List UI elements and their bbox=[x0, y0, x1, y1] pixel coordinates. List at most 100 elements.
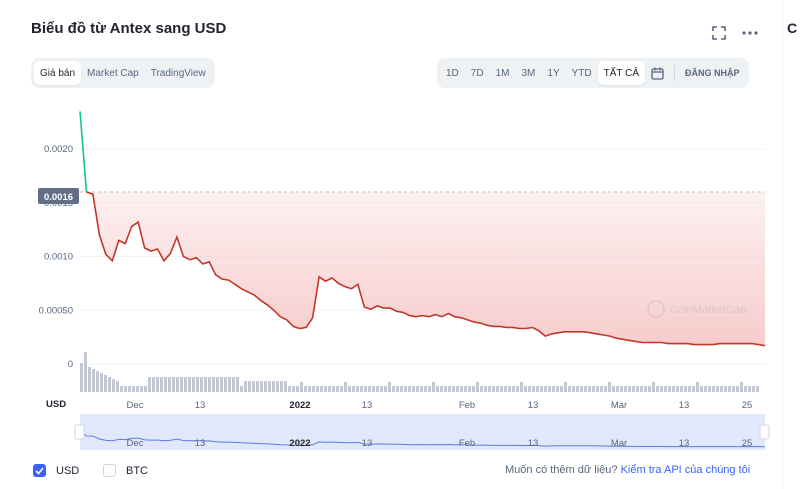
volume-bar bbox=[116, 381, 119, 392]
volume-bar bbox=[340, 386, 343, 392]
volume-bar bbox=[380, 386, 383, 392]
volume-bar bbox=[596, 386, 599, 392]
navigator-tick-label: 13 bbox=[679, 438, 690, 449]
volume-bar bbox=[216, 377, 219, 392]
volume-bar bbox=[628, 386, 631, 392]
volume-bar bbox=[696, 382, 699, 392]
volume-bar bbox=[104, 375, 107, 392]
x-tick-label: 13 bbox=[679, 400, 690, 411]
volume-bar bbox=[244, 381, 247, 392]
range-1m[interactable]: 1M bbox=[495, 67, 510, 79]
volume-bar bbox=[564, 382, 567, 392]
volume-bar bbox=[368, 386, 371, 392]
volume-bar bbox=[580, 386, 583, 392]
volume-bar bbox=[492, 386, 495, 392]
volume-bar bbox=[740, 382, 743, 392]
drag-handle-icon[interactable] bbox=[759, 424, 770, 440]
volume-bar bbox=[188, 377, 191, 392]
more-icon[interactable] bbox=[739, 22, 761, 44]
volume-bar bbox=[408, 386, 411, 392]
price-tag-box bbox=[38, 188, 79, 204]
volume-bar bbox=[308, 386, 311, 392]
expand-icon[interactable] bbox=[708, 22, 730, 44]
checkbox-unchecked-icon[interactable] bbox=[103, 464, 116, 477]
login-button[interactable]: ĐĂNG NHẬP bbox=[685, 68, 740, 78]
volume-bar bbox=[124, 386, 127, 392]
volume-bar bbox=[748, 386, 751, 392]
range-3m[interactable]: 3M bbox=[521, 67, 536, 79]
volume-bar bbox=[420, 386, 423, 392]
volume-bar bbox=[712, 386, 715, 392]
x-tick-label: 13 bbox=[528, 400, 539, 411]
volume-bar bbox=[312, 386, 315, 392]
volume-bar bbox=[144, 386, 147, 392]
navigator-tick-label: 25 bbox=[742, 438, 753, 449]
next-panel-title: C bbox=[787, 20, 798, 36]
volume-bar bbox=[412, 386, 415, 392]
range-tabs: 1D 7D 1M 3M 1Y YTD TẤT CẢ ĐĂNG NHẬP bbox=[437, 58, 749, 88]
volume-bar bbox=[716, 386, 719, 392]
volume-bar bbox=[280, 381, 283, 392]
navigator[interactable] bbox=[80, 414, 765, 450]
range-ytd[interactable]: YTD bbox=[571, 67, 592, 79]
volume-bar bbox=[220, 377, 223, 392]
volume-bar bbox=[604, 386, 607, 392]
volume-bar bbox=[720, 386, 723, 392]
y-tick-label: 0.00050 bbox=[39, 305, 73, 316]
volume-bar bbox=[460, 386, 463, 392]
tab-price[interactable]: Giá bán bbox=[34, 61, 82, 85]
volume-bar bbox=[364, 386, 367, 392]
volume-bar bbox=[576, 386, 579, 392]
chart-title: Biểu đồ từ Antex sang USD bbox=[31, 20, 227, 37]
volume-bars bbox=[80, 352, 759, 392]
price-tag-label: 0.0016 bbox=[44, 192, 73, 203]
x-tick-label: 13 bbox=[195, 400, 206, 411]
volume-bar bbox=[228, 377, 231, 392]
volume-bar bbox=[664, 386, 667, 392]
range-7d[interactable]: 7D bbox=[470, 67, 484, 79]
navigator-line bbox=[79, 430, 766, 448]
price-line-up bbox=[79, 111, 88, 193]
volume-bar bbox=[148, 377, 151, 392]
x-tick-label: 13 bbox=[362, 400, 373, 411]
calendar-icon[interactable] bbox=[645, 61, 670, 85]
volume-bar bbox=[236, 377, 239, 392]
watermark-text: CoinMarketCap bbox=[670, 304, 746, 316]
volume-bar bbox=[548, 386, 551, 392]
volume-bar bbox=[152, 377, 155, 392]
volume-bar bbox=[544, 386, 547, 392]
volume-bar bbox=[524, 386, 527, 392]
volume-bar bbox=[584, 386, 587, 392]
volume-bar bbox=[404, 386, 407, 392]
volume-bar bbox=[212, 377, 215, 392]
volume-bar bbox=[388, 382, 391, 392]
volume-bar bbox=[260, 381, 263, 392]
price-tag: 0.0016 bbox=[38, 188, 79, 204]
more-data-question: Muốn có thêm dữ liệu? bbox=[505, 464, 621, 476]
range-1d[interactable]: 1D bbox=[446, 67, 459, 79]
volume-bar bbox=[640, 386, 643, 392]
legend-btc[interactable]: BTC bbox=[103, 464, 148, 477]
x-tick-label: 2022 bbox=[289, 400, 310, 411]
legend-usd-label: USD bbox=[56, 464, 80, 477]
checkbox-checked-icon[interactable] bbox=[33, 464, 46, 477]
volume-bar bbox=[320, 386, 323, 392]
volume-bar bbox=[192, 377, 195, 392]
volume-bar bbox=[504, 386, 507, 392]
legend-usd[interactable]: USD bbox=[33, 464, 79, 477]
drag-handle-icon[interactable] bbox=[74, 424, 85, 440]
volume-bar bbox=[616, 386, 619, 392]
range-all[interactable]: TẤT CẢ bbox=[597, 61, 646, 85]
range-1y[interactable]: 1Y bbox=[547, 67, 560, 79]
volume-bar bbox=[304, 386, 307, 392]
volume-bar bbox=[96, 371, 99, 392]
volume-bar bbox=[636, 386, 639, 392]
volume-bar bbox=[736, 386, 739, 392]
navigator-tick-label: Dec bbox=[127, 438, 144, 449]
tab-market-cap[interactable]: Market Cap bbox=[87, 67, 139, 79]
y-tick-label: 0.0020 bbox=[44, 144, 73, 155]
volume-bar bbox=[264, 381, 267, 392]
tab-tradingview[interactable]: TradingView bbox=[150, 67, 206, 79]
api-link[interactable]: Kiểm tra API của chúng tôi bbox=[620, 464, 751, 476]
volume-bar bbox=[668, 386, 671, 392]
